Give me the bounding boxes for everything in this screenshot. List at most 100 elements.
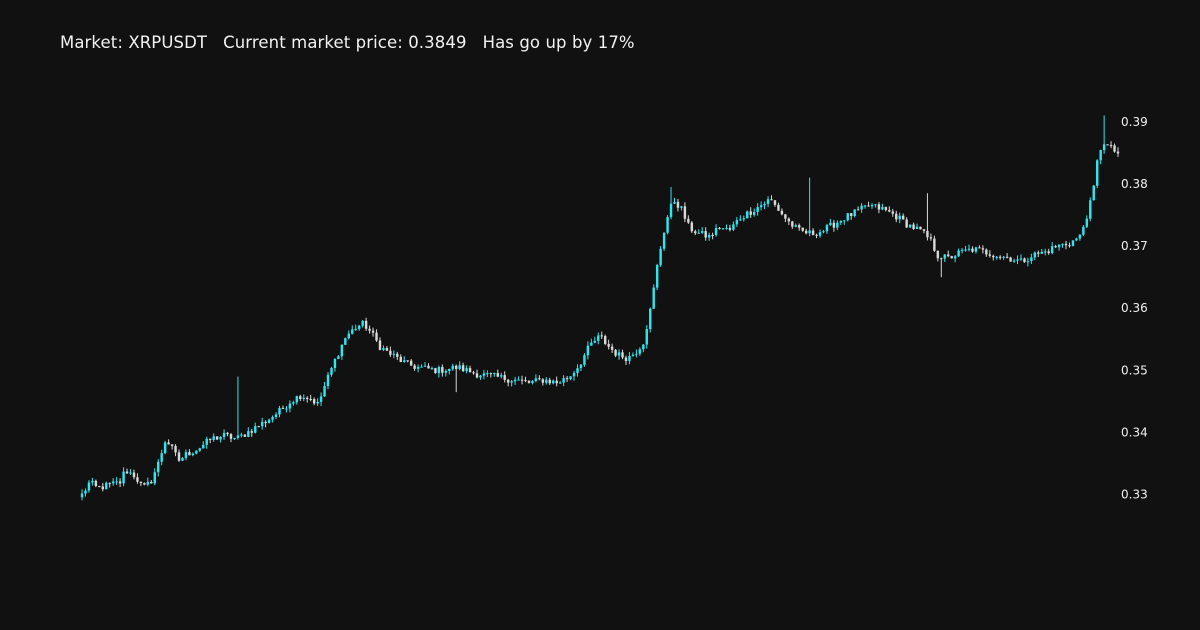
candle-body	[649, 308, 652, 330]
candle-body	[635, 353, 638, 355]
candle-body	[202, 444, 205, 449]
candle-body	[323, 386, 326, 397]
candle-body	[105, 482, 108, 490]
candle-body	[992, 255, 995, 258]
y-tick-label: 0.34	[1121, 426, 1148, 440]
candle-body	[846, 213, 849, 221]
candle-body	[430, 368, 434, 370]
candle-body	[513, 379, 517, 382]
candle-body	[378, 340, 382, 350]
y-tick-label: 0.38	[1121, 177, 1148, 191]
candle-body	[520, 379, 524, 381]
y-axis: 0.33 0.34 0.35 0.36 0.37 0.38 0.39	[1121, 115, 1148, 502]
candle-body	[129, 472, 132, 474]
candle-body	[427, 365, 430, 369]
y-tick-label: 0.36	[1121, 301, 1148, 315]
candle-body	[770, 199, 773, 201]
candle-body	[448, 368, 451, 372]
candle-body	[1054, 246, 1057, 248]
candle-body	[843, 220, 846, 222]
candle-body	[739, 219, 742, 221]
candle-body	[184, 452, 188, 458]
candle-body	[558, 382, 562, 384]
candle-body	[115, 481, 118, 483]
y-tick-label: 0.37	[1121, 239, 1148, 253]
candle-body	[157, 461, 160, 473]
candle-body	[347, 333, 351, 339]
candle-body	[752, 211, 756, 215]
candle-body	[742, 218, 746, 220]
candle-body	[191, 453, 195, 456]
candle-body	[936, 250, 940, 259]
candle-body	[541, 379, 545, 383]
candle-body	[260, 421, 264, 427]
candle-body	[527, 380, 531, 383]
candle-body	[441, 366, 444, 373]
candle-body	[590, 342, 593, 346]
candle-body	[791, 221, 794, 227]
candle-body	[957, 250, 960, 257]
candle-body	[150, 481, 153, 484]
candle-body	[583, 355, 586, 365]
candle-body	[371, 330, 375, 333]
candle-body	[621, 352, 624, 358]
candle-body	[940, 258, 943, 260]
candle-body	[281, 407, 285, 409]
candle-body	[461, 365, 465, 372]
candle-body	[357, 325, 361, 329]
candle-body	[444, 371, 448, 373]
candle-body	[680, 206, 683, 208]
candle-body	[922, 229, 926, 231]
candle-body	[170, 444, 174, 446]
candle-body	[576, 368, 579, 374]
candle-body	[777, 204, 780, 211]
candle-body	[108, 482, 111, 484]
candle-body	[697, 232, 700, 234]
candle-body	[971, 248, 974, 252]
candle-body	[1116, 151, 1120, 154]
candle-body	[763, 203, 766, 206]
candle-body	[375, 332, 378, 341]
candle-body	[524, 380, 527, 382]
candle-body	[1078, 234, 1082, 239]
candle-body	[1030, 257, 1033, 262]
candle-body	[662, 232, 666, 249]
candle-body	[1075, 238, 1078, 241]
candle-body	[926, 230, 929, 238]
candle-body	[364, 320, 368, 329]
candle-body	[534, 378, 538, 381]
candle-body	[829, 222, 832, 226]
candle-body	[416, 366, 420, 369]
candle-body	[701, 231, 704, 233]
candle-body	[766, 199, 770, 204]
candle-body	[943, 254, 946, 259]
candle-body	[960, 249, 964, 251]
candle-body	[704, 231, 707, 238]
candle-body	[101, 486, 105, 490]
candle-body	[718, 228, 721, 230]
candle-body	[953, 256, 957, 259]
candle-body	[794, 225, 797, 227]
candle-body	[798, 225, 801, 228]
candle-body	[91, 480, 94, 483]
candles-layer	[80, 115, 1120, 501]
candle-body	[423, 365, 427, 367]
candle-body	[884, 206, 888, 211]
candle-body	[208, 438, 212, 440]
candle-body	[950, 256, 953, 259]
candle-body	[420, 366, 423, 368]
y-tick-label: 0.33	[1121, 488, 1148, 502]
candle-body	[1109, 145, 1113, 147]
candle-body	[964, 249, 967, 251]
candle-body	[711, 235, 714, 237]
candle-body	[895, 213, 898, 220]
candle-body	[860, 205, 863, 210]
candle-body	[652, 287, 655, 309]
candle-body	[468, 368, 472, 373]
candle-body	[316, 401, 319, 404]
candle-body	[995, 256, 998, 258]
candle-body	[919, 226, 922, 230]
candle-body	[188, 452, 191, 456]
candle-body	[1047, 251, 1050, 254]
